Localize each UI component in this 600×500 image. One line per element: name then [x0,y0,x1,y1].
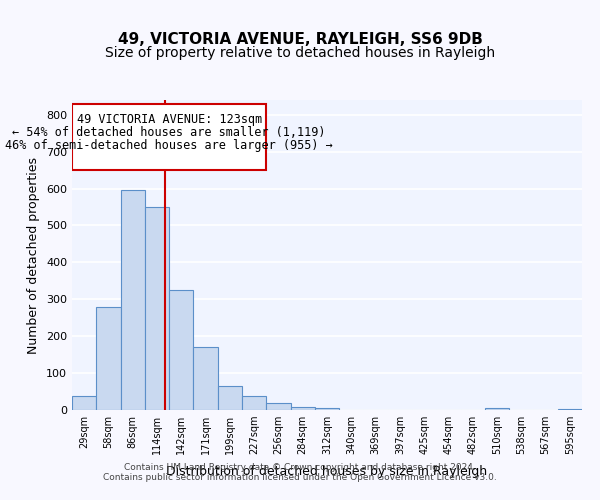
Bar [121,190,145,410]
Text: 49 VICTORIA AVENUE: 123sqm: 49 VICTORIA AVENUE: 123sqm [77,113,262,126]
Bar [485,408,509,410]
Text: 49, VICTORIA AVENUE, RAYLEIGH, SS6 9DB: 49, VICTORIA AVENUE, RAYLEIGH, SS6 9DB [118,32,482,48]
Bar [315,408,339,410]
Text: ← 54% of detached houses are smaller (1,119): ← 54% of detached houses are smaller (1,… [13,126,326,139]
FancyBboxPatch shape [72,104,266,170]
Text: Size of property relative to detached houses in Rayleigh: Size of property relative to detached ho… [105,46,495,60]
Bar [169,290,193,410]
Text: 46% of semi-detached houses are larger (955) →: 46% of semi-detached houses are larger (… [5,138,333,152]
Bar [72,396,96,410]
Bar [96,306,121,410]
Bar [145,207,169,410]
X-axis label: Distribution of detached houses by size in Rayleigh: Distribution of detached houses by size … [166,466,488,478]
Text: Contains public sector information licensed under the Open Government Licence v3: Contains public sector information licen… [103,472,497,482]
Bar [242,396,266,410]
Y-axis label: Number of detached properties: Number of detached properties [28,156,40,354]
Bar [193,348,218,410]
Bar [290,407,315,410]
Bar [558,409,582,410]
Text: Contains HM Land Registry data © Crown copyright and database right 2024.: Contains HM Land Registry data © Crown c… [124,462,476,471]
Bar [218,386,242,410]
Bar [266,402,290,410]
